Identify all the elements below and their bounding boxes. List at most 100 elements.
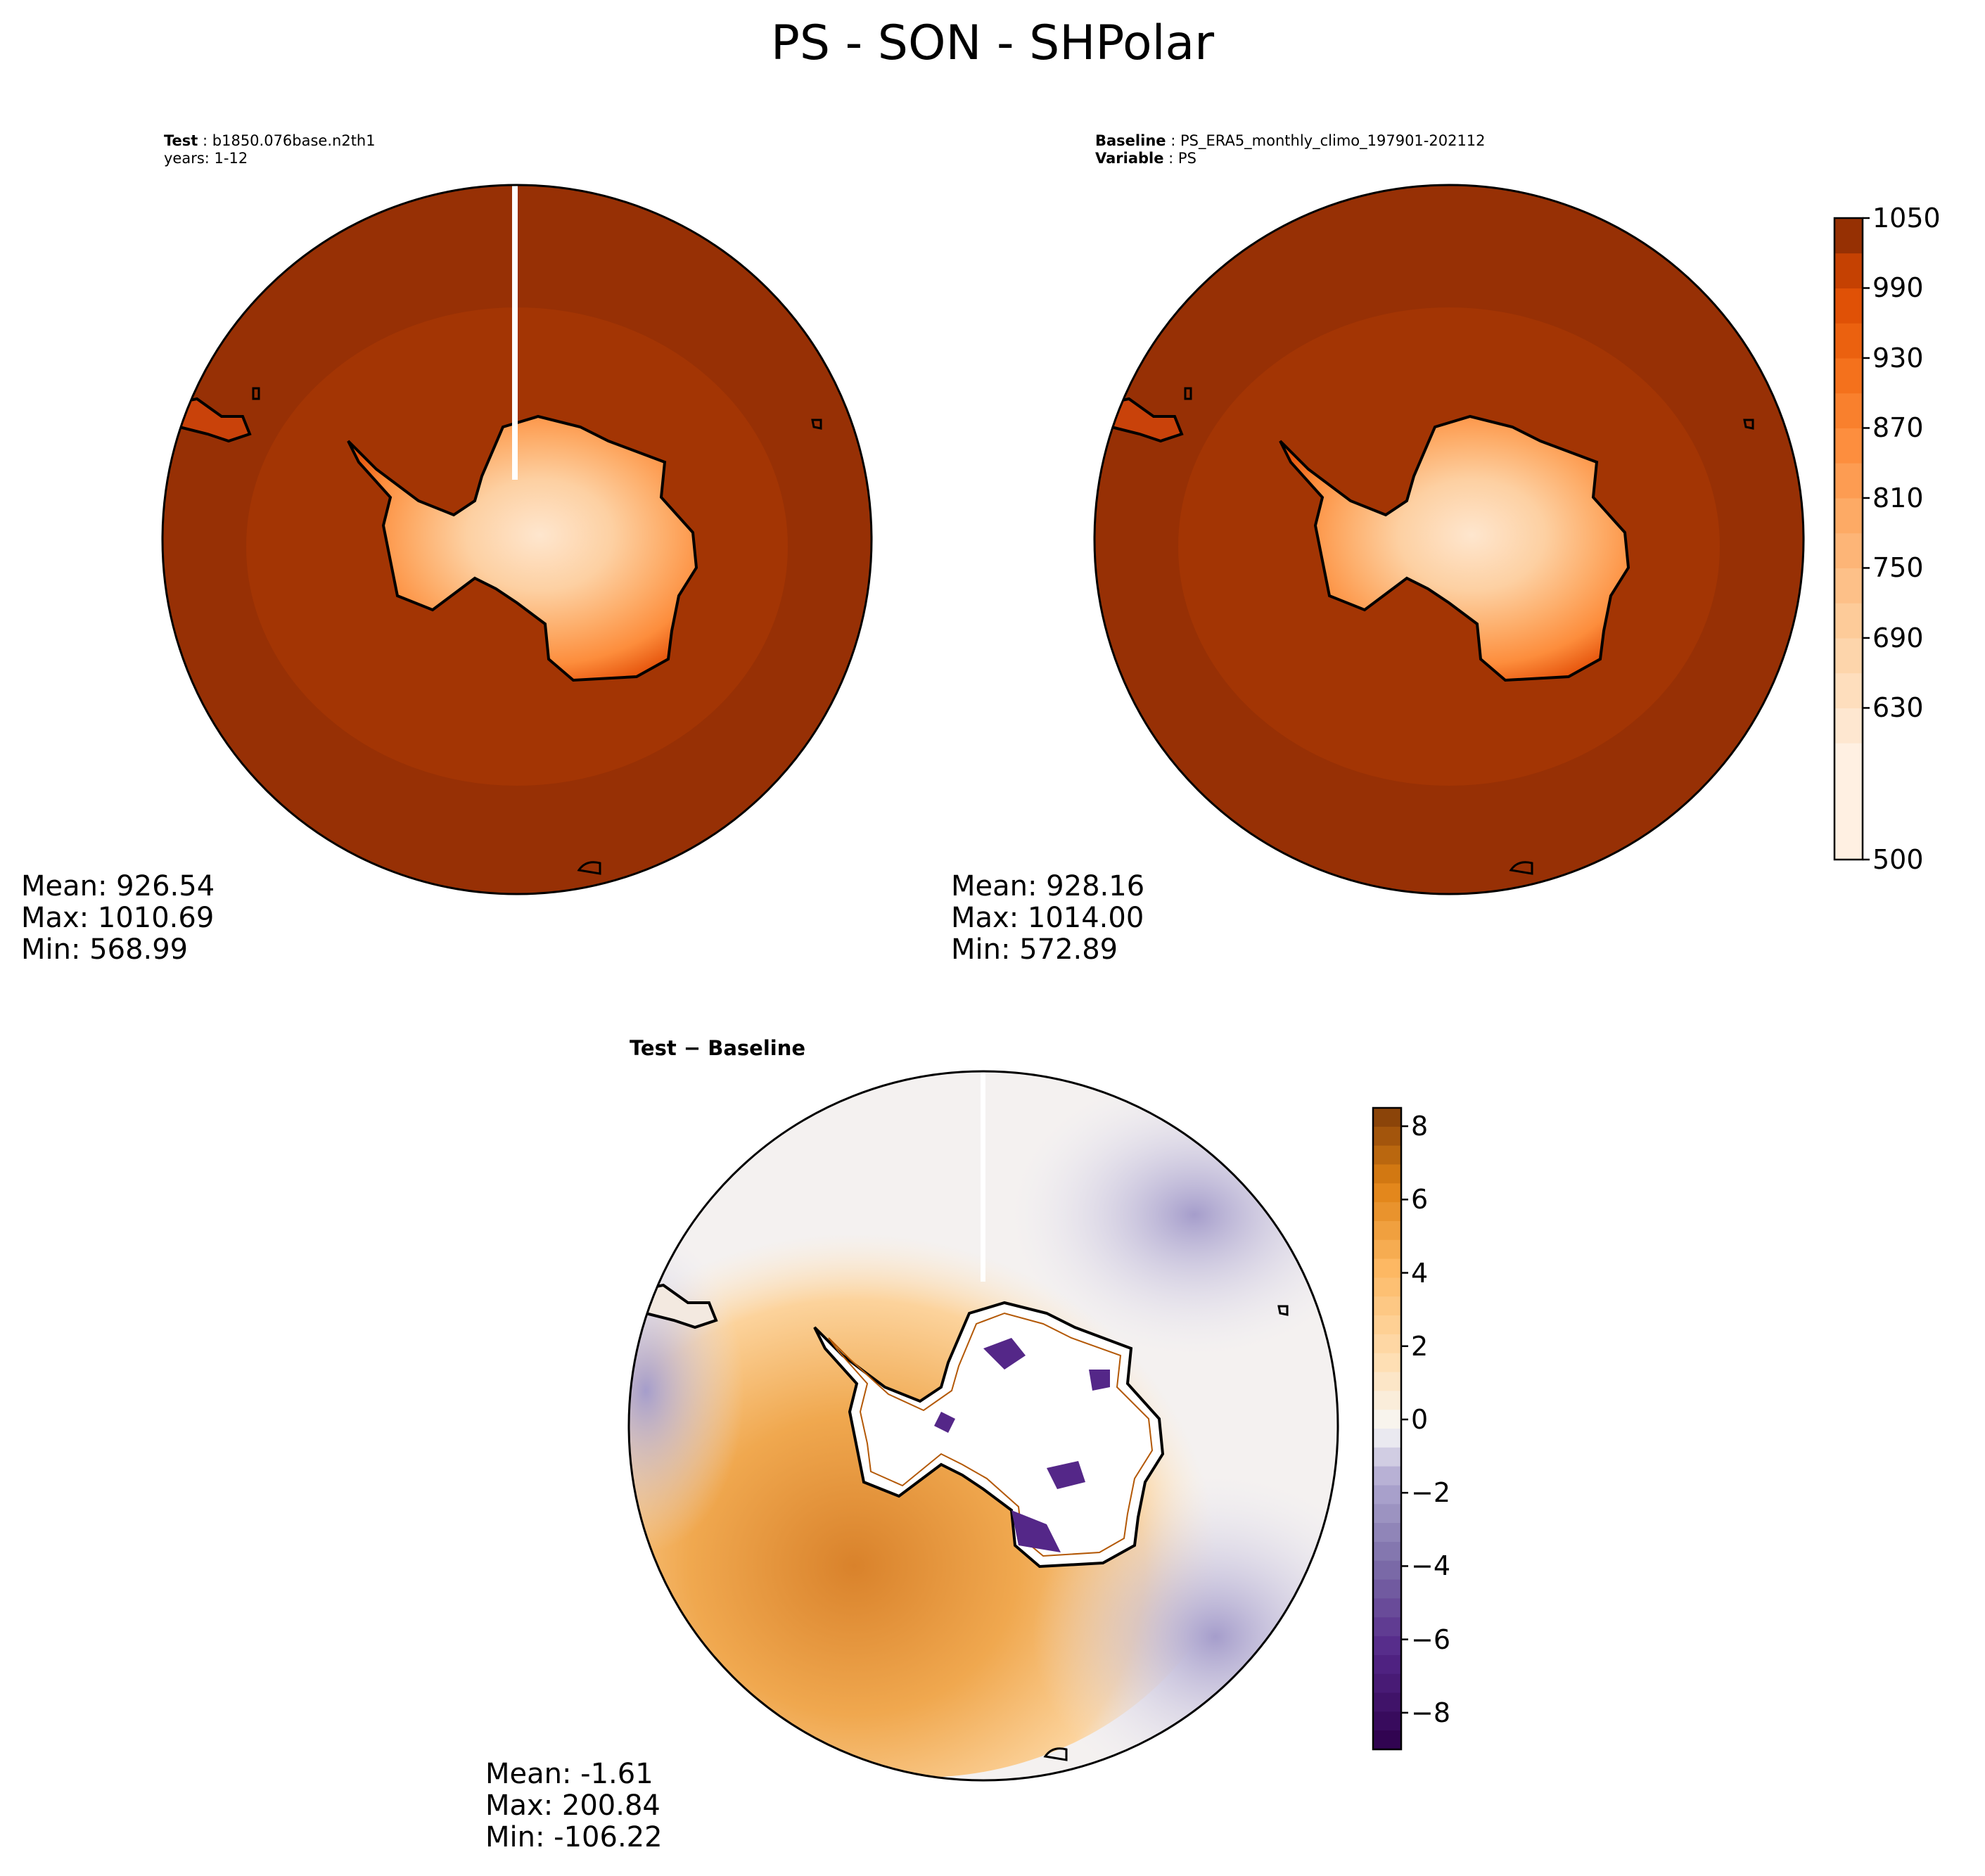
colorbar-segment bbox=[1373, 1277, 1401, 1297]
test-map bbox=[161, 184, 873, 895]
colorbar-segment bbox=[1373, 1183, 1401, 1203]
diff-title: Test − Baseline bbox=[630, 1036, 806, 1060]
colorbar-segment bbox=[1373, 1560, 1401, 1581]
baseline-island-3 bbox=[1184, 387, 1192, 400]
baseline-info: Baseline : PS_ERA5_monthly_climo_197901-… bbox=[1095, 132, 1486, 167]
colorbar-main bbox=[1833, 217, 1870, 861]
test-max: Max: 1010.69 bbox=[21, 902, 215, 934]
test-island-3 bbox=[252, 387, 260, 400]
colorbar-segment bbox=[1373, 1334, 1401, 1354]
baseline-antarctica bbox=[1279, 414, 1630, 682]
colorbar-segment bbox=[1373, 1541, 1401, 1562]
colorbar-diff bbox=[1372, 1106, 1408, 1751]
diff-antarctica bbox=[813, 1301, 1165, 1569]
diff-mean: Mean: -1.61 bbox=[485, 1758, 653, 1790]
test-stats: Mean: 926.54 Max: 1010.69 Min: 568.99 bbox=[21, 871, 215, 966]
colorbar-segment bbox=[1373, 1296, 1401, 1316]
colorbar-tick-label: 2 bbox=[1411, 1330, 1429, 1362]
colorbar-segment bbox=[1373, 1429, 1401, 1448]
colorbar-tick-label: 1050 bbox=[1872, 203, 1941, 234]
colorbar-segment bbox=[1373, 1410, 1401, 1429]
colorbar-segment bbox=[1373, 1220, 1401, 1241]
baseline-mean: Mean: 928.16 bbox=[951, 870, 1145, 902]
colorbar-segment bbox=[1373, 1353, 1401, 1373]
colorbar-segment bbox=[1373, 1108, 1401, 1128]
colorbar-segment bbox=[1373, 1447, 1401, 1467]
colorbar-tick-label: 8 bbox=[1411, 1111, 1429, 1142]
colorbar-segment bbox=[1373, 1466, 1401, 1486]
colorbar-tick-label: 870 bbox=[1872, 412, 1924, 444]
test-island-1 bbox=[811, 419, 822, 430]
colorbar-segment bbox=[1373, 1315, 1401, 1335]
diff-island-1 bbox=[1277, 1305, 1289, 1316]
colorbar-segment bbox=[1373, 1523, 1401, 1543]
colorbar-segment bbox=[1834, 323, 1863, 359]
baseline-min: Min: 572.89 bbox=[951, 933, 1118, 966]
colorbar-segment bbox=[1373, 1654, 1401, 1675]
colorbar-tick-label: −2 bbox=[1411, 1477, 1451, 1509]
colorbar-segment bbox=[1373, 1391, 1401, 1410]
baseline-island-2 bbox=[1509, 861, 1533, 875]
diff-coast-contour bbox=[828, 1312, 1154, 1557]
test-info: Test : b1850.076base.n2th1 years: 1-12 bbox=[164, 132, 376, 167]
colorbar-tick-label: 0 bbox=[1411, 1403, 1429, 1435]
colorbar-tick-label: −6 bbox=[1411, 1623, 1451, 1655]
baseline-variable-key: Variable bbox=[1095, 150, 1164, 167]
colorbar-segment bbox=[1834, 428, 1863, 464]
colorbar-segment bbox=[1373, 1485, 1401, 1505]
colorbar-segment bbox=[1373, 1145, 1401, 1165]
colorbar-segment bbox=[1373, 1239, 1401, 1260]
colorbar-segment bbox=[1373, 1202, 1401, 1222]
baseline-map bbox=[1093, 184, 1805, 895]
colorbar-tick-label: 4 bbox=[1411, 1257, 1429, 1289]
colorbar-segment bbox=[1373, 1636, 1401, 1656]
colorbar-tick-label: 990 bbox=[1872, 272, 1924, 304]
diff-missing-strip bbox=[981, 1071, 985, 1282]
colorbar-tick-label: −4 bbox=[1411, 1550, 1451, 1582]
diff-max: Max: 200.84 bbox=[485, 1789, 660, 1822]
test-label-key: Test bbox=[164, 132, 198, 149]
test-missing-strip bbox=[512, 185, 518, 480]
diff-map bbox=[627, 1070, 1339, 1782]
colorbar-tick-label: 750 bbox=[1872, 552, 1924, 584]
test-mean: Mean: 926.54 bbox=[21, 870, 215, 902]
colorbar-tick-label: 630 bbox=[1872, 692, 1924, 724]
colorbar-tick-label: 500 bbox=[1872, 844, 1924, 875]
colorbar-segment bbox=[1834, 603, 1863, 639]
colorbar-tick-label: −8 bbox=[1411, 1697, 1451, 1728]
colorbar-segment bbox=[1834, 637, 1863, 674]
baseline-max: Max: 1014.00 bbox=[951, 902, 1144, 934]
test-island-2 bbox=[577, 861, 601, 875]
colorbar-segment bbox=[1834, 532, 1863, 568]
test-years: years: 1-12 bbox=[164, 150, 248, 167]
baseline-label-value: PS_ERA5_monthly_climo_197901-202112 bbox=[1180, 132, 1486, 149]
colorbar-tick-label: 690 bbox=[1872, 622, 1924, 653]
colorbar-segment bbox=[1834, 672, 1863, 708]
colorbar-segment bbox=[1834, 497, 1863, 534]
test-antarctica bbox=[347, 414, 698, 682]
colorbar-segment bbox=[1834, 393, 1863, 428]
colorbar-tick-label: 6 bbox=[1411, 1184, 1429, 1215]
colorbar-segment bbox=[1834, 357, 1863, 394]
diff-negative-region-ne bbox=[1011, 1074, 1338, 1355]
colorbar-segment bbox=[1373, 1598, 1401, 1618]
colorbar-segment bbox=[1373, 1730, 1401, 1750]
colorbar-segment bbox=[1373, 1372, 1401, 1391]
colorbar-segment bbox=[1373, 1617, 1401, 1637]
colorbar-segment bbox=[1373, 1504, 1401, 1524]
colorbar-segment bbox=[1373, 1673, 1401, 1694]
colorbar-segment bbox=[1373, 1164, 1401, 1184]
colorbar-segment bbox=[1373, 1711, 1401, 1731]
colorbar-segment bbox=[1834, 218, 1863, 254]
diff-island-2 bbox=[1043, 1747, 1068, 1761]
baseline-stats: Mean: 928.16 Max: 1014.00 Min: 572.89 bbox=[951, 871, 1144, 966]
diff-min: Min: -106.22 bbox=[485, 1821, 663, 1853]
colorbar-segment bbox=[1373, 1258, 1401, 1278]
test-min: Min: 568.99 bbox=[21, 933, 189, 966]
baseline-variable-value: PS bbox=[1177, 150, 1196, 167]
colorbar-tick-label: 810 bbox=[1872, 482, 1924, 513]
colorbar-segment bbox=[1834, 253, 1863, 288]
colorbar-segment bbox=[1373, 1579, 1401, 1599]
diff-stats: Mean: -1.61 Max: 200.84 Min: -106.22 bbox=[485, 1759, 663, 1853]
figure-title: PS - SON - SHPolar bbox=[770, 15, 1215, 71]
